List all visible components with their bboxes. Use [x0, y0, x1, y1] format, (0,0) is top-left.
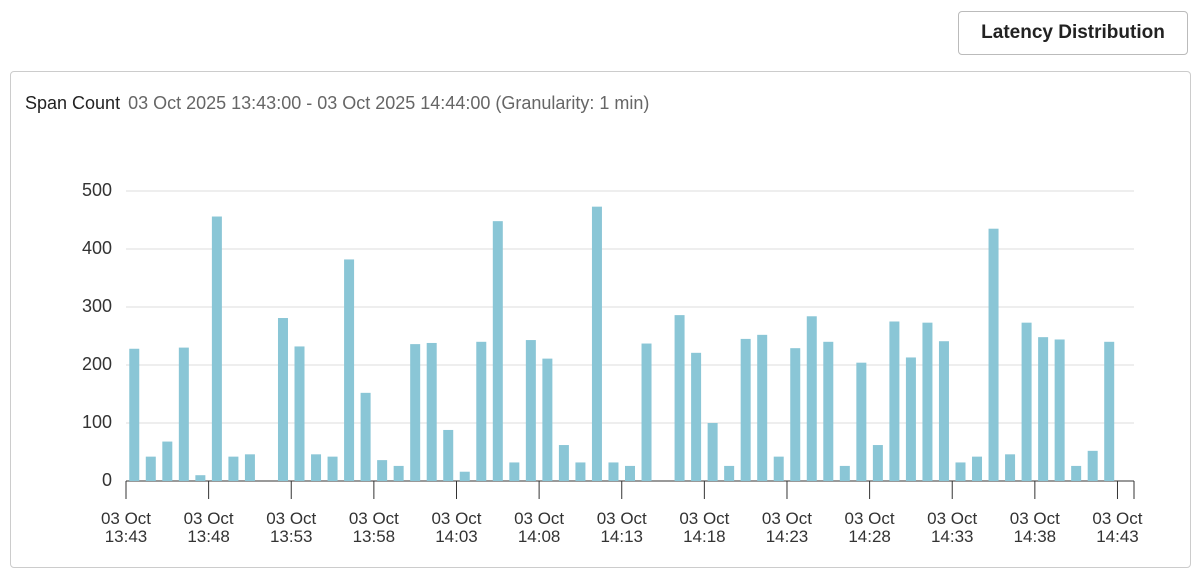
bar	[525, 340, 536, 481]
bar	[129, 348, 140, 481]
bar	[145, 456, 156, 481]
bar	[228, 456, 239, 481]
bar	[509, 462, 520, 481]
bar	[1104, 341, 1115, 481]
y-tick-label: 500	[82, 180, 112, 200]
bar	[575, 462, 586, 481]
x-tick-label: 03 Oct 13:53	[266, 509, 317, 546]
bar	[426, 342, 437, 481]
bar	[492, 221, 503, 481]
bar	[740, 338, 751, 481]
x-tick-label: 03 Oct 14:18	[679, 509, 730, 546]
bar	[476, 341, 487, 481]
y-tick-label: 300	[82, 296, 112, 316]
x-tick-label: 03 Oct 14:38	[1009, 509, 1060, 546]
bar	[1071, 465, 1082, 481]
bar	[1087, 450, 1098, 481]
x-tick-label: 03 Oct 14:33	[927, 509, 978, 546]
y-tick-label: 400	[82, 238, 112, 258]
bar	[327, 456, 338, 481]
bar	[856, 362, 867, 481]
bar	[674, 315, 685, 481]
bar	[443, 429, 454, 481]
bar	[558, 445, 569, 481]
bar	[1038, 337, 1049, 481]
chart-subtitle: 03 Oct 2025 13:43:00 - 03 Oct 2025 14:44…	[128, 93, 650, 113]
bar	[691, 352, 702, 481]
bar	[707, 423, 718, 481]
bar	[459, 471, 470, 481]
bar	[211, 216, 222, 481]
bar	[244, 454, 255, 481]
bar	[641, 343, 652, 481]
bar	[988, 228, 999, 481]
bar	[839, 465, 850, 481]
bar	[311, 454, 322, 481]
x-tick-label: 03 Oct 13:43	[100, 509, 152, 546]
x-tick-label: 03 Oct 14:13	[596, 509, 647, 546]
x-tick-label: 03 Oct 13:48	[183, 509, 234, 546]
x-tick-label: 03 Oct 14:28	[844, 509, 895, 546]
bar	[955, 462, 966, 481]
bar	[360, 392, 371, 481]
x-tick-label: 03 Oct 14:08	[514, 509, 565, 546]
bar	[277, 318, 288, 481]
bar	[178, 347, 189, 481]
latency-distribution-button[interactable]: Latency Distribution	[958, 11, 1188, 55]
y-tick-label: 200	[82, 354, 112, 374]
bar	[294, 346, 305, 481]
bar	[823, 341, 834, 481]
bar	[889, 321, 900, 481]
bar	[1005, 454, 1016, 481]
bar	[757, 334, 768, 481]
bar	[1054, 339, 1065, 481]
chart-title: Span Count	[25, 93, 121, 113]
bar	[972, 456, 983, 481]
x-tick-label: 03 Oct 14:43	[1092, 509, 1143, 546]
bar	[195, 475, 206, 481]
bar	[773, 456, 784, 481]
bar	[806, 316, 817, 481]
y-tick-label: 100	[82, 412, 112, 432]
chart-header: Span Count 03 Oct 2025 13:43:00 - 03 Oct …	[25, 93, 649, 114]
bar	[410, 344, 421, 481]
x-tick-label: 03 Oct 14:23	[761, 509, 813, 546]
bar	[1021, 322, 1032, 481]
bar	[872, 445, 883, 481]
bar	[377, 460, 388, 481]
bar	[790, 348, 801, 481]
bar	[905, 357, 916, 481]
x-tick-label: 03 Oct 13:58	[348, 509, 399, 546]
bar	[724, 465, 735, 481]
x-tick-label: 03 Oct 14:03	[431, 509, 482, 546]
bar	[625, 465, 635, 481]
bar	[591, 206, 602, 481]
bar	[922, 322, 933, 481]
bar	[608, 462, 619, 481]
bar	[162, 441, 173, 481]
bar	[393, 465, 404, 481]
bar	[344, 259, 355, 481]
y-tick-label: 0	[102, 470, 112, 490]
bar	[938, 341, 949, 481]
chart-card	[10, 71, 1191, 568]
bar	[542, 358, 553, 481]
